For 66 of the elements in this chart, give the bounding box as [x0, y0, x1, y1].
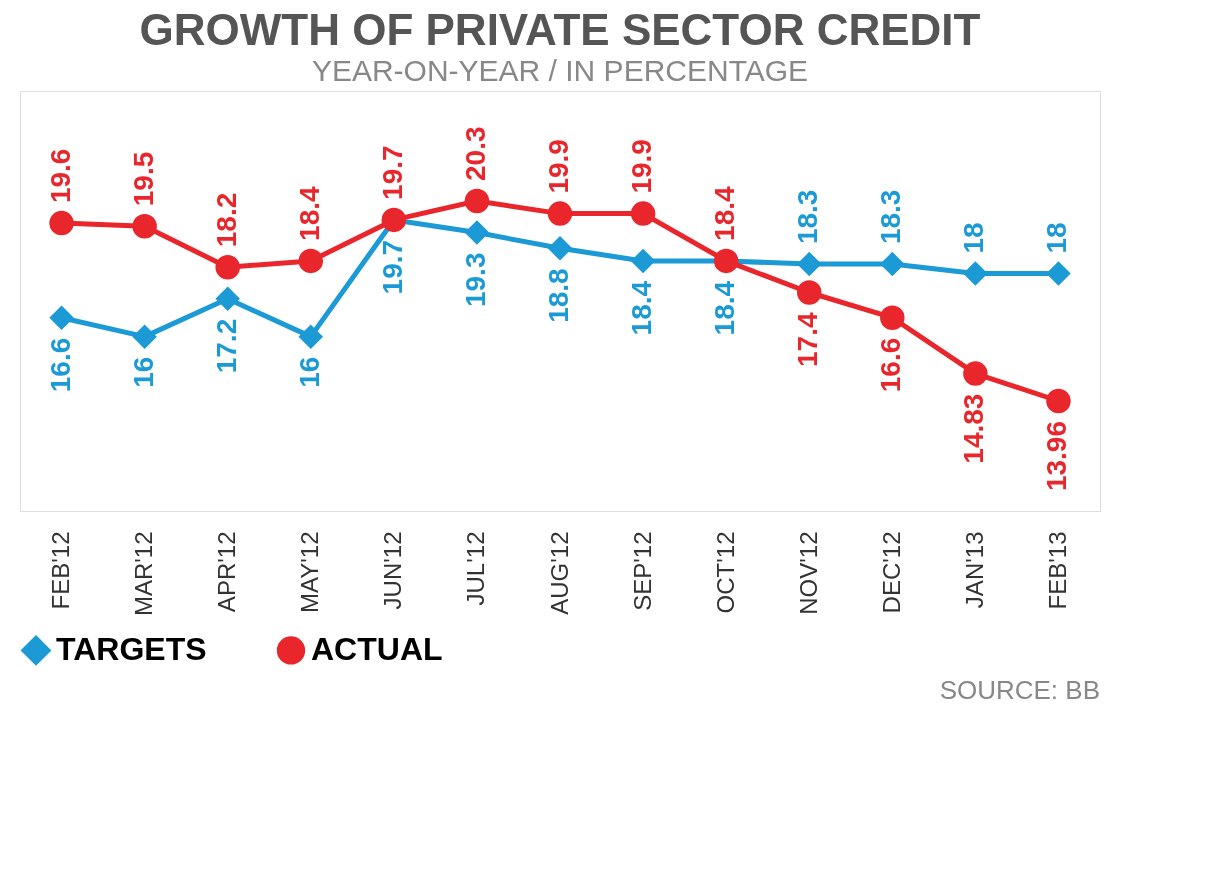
point: [547, 201, 573, 226]
data-label: 16: [127, 356, 159, 388]
point: [796, 280, 822, 305]
data-label: 17.4: [792, 312, 824, 367]
data-label: 19.5: [127, 151, 159, 207]
data-label: 19.6: [44, 148, 76, 204]
x-tick-label: FEB'13: [1043, 531, 1071, 610]
x-tick-label: MAY'12: [296, 531, 324, 614]
data-label: 18: [958, 222, 990, 254]
point: [464, 188, 490, 214]
x-tick-label: FEB'12: [47, 531, 75, 610]
point: [630, 201, 656, 226]
point: [1046, 388, 1071, 414]
point: [547, 236, 573, 261]
data-label: 16.6: [875, 337, 907, 393]
legend-label: ACTUAL: [311, 631, 443, 668]
data-label: 18: [1041, 222, 1073, 254]
point: [298, 324, 324, 349]
data-label: 19.9: [626, 139, 658, 194]
data-label: 18.4: [709, 280, 741, 336]
data-label: 18.3: [792, 189, 824, 245]
data-label: 18.8: [543, 268, 574, 323]
x-tick-label: JUN'12: [379, 531, 407, 610]
x-tick-label: OCT'12: [711, 531, 739, 614]
data-label: 18.2: [210, 192, 242, 248]
data-label: 16.6: [44, 337, 76, 393]
data-label: 14.83: [958, 393, 990, 464]
data-label: 18.3: [875, 189, 907, 245]
x-tick-label: NOV'12: [794, 531, 822, 615]
data-label: 13.96: [1041, 421, 1073, 492]
x-tick-label: APR'12: [213, 531, 241, 613]
data-label: 18.4: [293, 186, 325, 241]
point: [630, 248, 656, 274]
data-label: 19.7: [376, 239, 408, 295]
point: [796, 251, 822, 277]
point: [880, 305, 905, 330]
point: [298, 248, 324, 274]
data-label: 19.7: [376, 145, 408, 200]
data-label: 18.4: [709, 186, 741, 241]
data-label: 19.9: [543, 139, 574, 194]
x-tick-label: SEP'12: [628, 531, 656, 611]
point: [49, 305, 74, 330]
point: [49, 210, 74, 236]
data-label: 16: [293, 356, 325, 388]
data-label: 17.2: [210, 318, 242, 374]
x-tick-label: MAR'12: [130, 531, 158, 617]
x-tick-label: DEC'12: [877, 531, 905, 614]
x-tick-label: AUG'12: [545, 531, 573, 615]
point: [963, 361, 988, 386]
source-note: SOURCE: BB: [939, 675, 1100, 705]
point: [132, 214, 157, 239]
point: [215, 255, 240, 280]
point: [963, 261, 988, 286]
point: [215, 286, 240, 312]
chart-subtitle: YEAR-ON-YEAR / IN PERCENTAGE: [311, 54, 809, 87]
legend-label: TARGETS: [56, 631, 207, 668]
data-label: 20.3: [459, 126, 491, 181]
x-tick-label: JAN'13: [960, 531, 988, 609]
x-tick-label: JUL'12: [462, 531, 490, 606]
point: [132, 324, 157, 349]
data-label: 18.4: [626, 280, 658, 336]
chart-title: GROWTH OF PRIVATE SECTOR CREDIT: [139, 5, 981, 54]
point: [464, 220, 490, 245]
point: [880, 251, 905, 277]
point: [1046, 261, 1071, 286]
data-label: 19.3: [459, 252, 491, 308]
